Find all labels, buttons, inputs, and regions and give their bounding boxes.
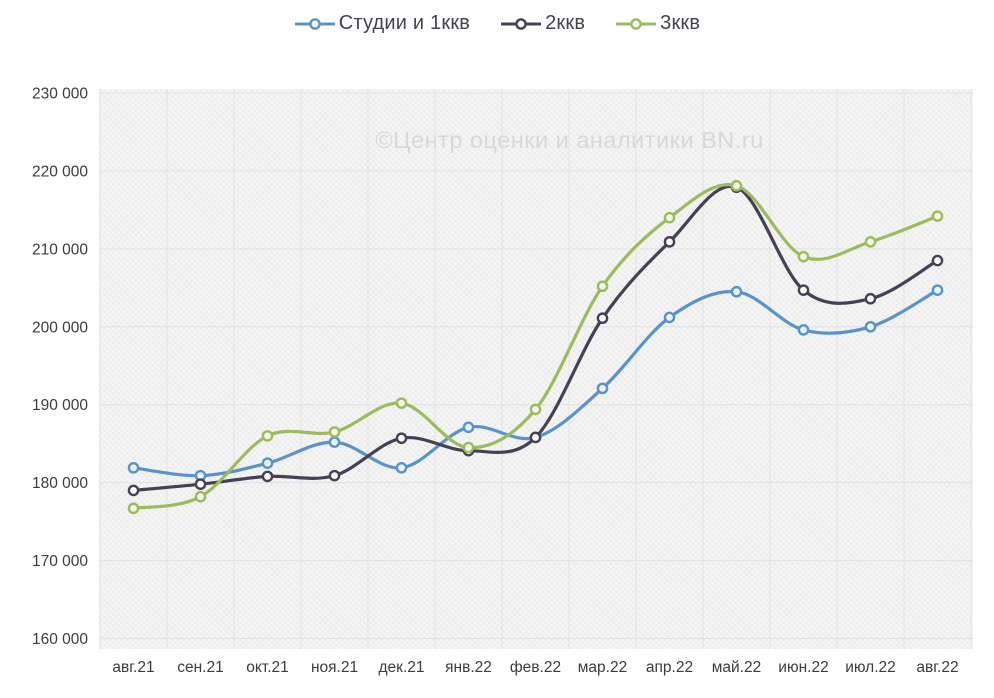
x-axis-label: апр.22 [646, 659, 693, 676]
data-point [663, 211, 676, 224]
x-axis-label: июл.22 [845, 659, 896, 676]
legend-item-0[interactable]: Студии и 1ккв [294, 12, 470, 35]
x-axis-label: мар.22 [578, 659, 627, 676]
legend-line-marker-icon [501, 17, 542, 30]
data-point [596, 312, 609, 325]
legend-label: Студии и 1ккв [338, 12, 471, 34]
data-point [127, 484, 140, 497]
data-point [462, 421, 475, 434]
data-point [395, 462, 408, 474]
x-axis-label: дек.21 [379, 659, 425, 676]
legend-label: 2ккв [545, 12, 586, 34]
gridlines [99, 89, 973, 649]
legend-item-1[interactable]: 2ккв [500, 12, 585, 35]
data-point [328, 426, 341, 438]
data-point [864, 236, 877, 248]
data-point [931, 210, 944, 222]
y-axis-label: 230 000 [32, 86, 88, 103]
data-point [194, 478, 207, 491]
y-axis-label: 210 000 [32, 241, 88, 258]
y-axis-label: 180 000 [32, 475, 88, 492]
series-line-2 [131, 183, 940, 510]
data-point [596, 280, 609, 293]
data-point [797, 250, 810, 263]
data-point [931, 284, 944, 296]
data-point [663, 311, 676, 324]
data-point [797, 324, 810, 336]
data-point [529, 403, 542, 416]
data-point [730, 285, 743, 298]
legend-line-marker-icon [294, 17, 335, 30]
legend-marker [515, 17, 527, 30]
x-axis-label: сен.21 [177, 659, 223, 676]
legend-line-marker-icon [616, 17, 657, 30]
chart-legend: Студии и 1ккв 2ккв 3ккв [0, 12, 994, 35]
y-axis-label: 200 000 [32, 319, 88, 336]
data-point [931, 254, 944, 267]
y-axis-label: 220 000 [32, 163, 88, 180]
legend-label: 3ккв [660, 12, 701, 34]
data-point [395, 432, 408, 445]
legend-marker [308, 17, 321, 30]
x-axis-label: ноя.21 [311, 659, 358, 676]
data-point [462, 441, 475, 454]
y-axis-label: 170 000 [32, 553, 88, 570]
series-markers-2 [127, 179, 944, 515]
data-point [127, 462, 140, 474]
legend-marker [630, 17, 642, 30]
data-point [261, 470, 274, 483]
data-point [127, 502, 140, 515]
y-axis-label: 160 000 [32, 631, 88, 648]
data-point [596, 382, 609, 395]
x-axis-label: фев.22 [510, 659, 561, 676]
data-point [797, 284, 810, 296]
data-point [261, 457, 274, 469]
x-axis-label: авг.22 [916, 659, 958, 676]
data-point [529, 431, 542, 444]
data-point [864, 292, 877, 305]
x-axis-label: янв.22 [445, 659, 492, 676]
legend-item-2[interactable]: 3ккв [615, 12, 700, 35]
data-point [663, 236, 676, 248]
series-line-0 [131, 288, 940, 478]
x-axis-label: июн.22 [778, 659, 828, 676]
y-axis-label: 190 000 [32, 397, 88, 414]
plot-area [99, 89, 973, 649]
data-point [395, 397, 408, 409]
x-axis-label: май.22 [712, 659, 761, 676]
x-axis-label: окт.21 [246, 659, 289, 676]
data-point [730, 179, 743, 192]
data-point [194, 490, 207, 503]
data-point [328, 469, 341, 482]
data-point [261, 430, 274, 442]
x-axis-label: авг.21 [112, 659, 154, 676]
series-markers-0 [127, 284, 944, 482]
data-point [864, 320, 877, 333]
data-point [328, 436, 341, 448]
